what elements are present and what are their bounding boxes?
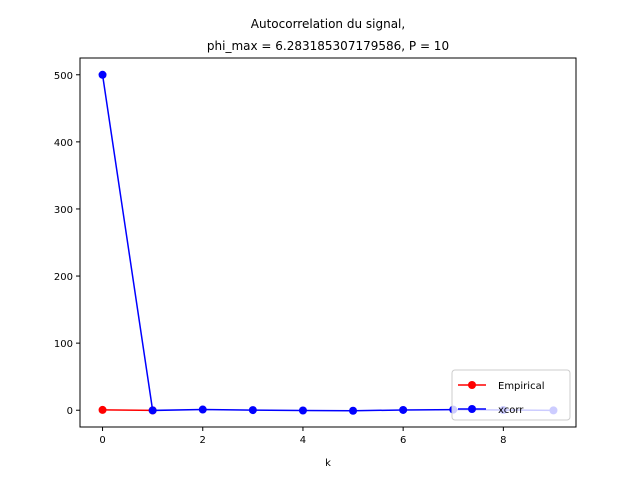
x-tick-label: 0 xyxy=(99,435,105,446)
chart-title-line-2: phi_max = 6.283185307179586, P = 10 xyxy=(207,39,449,53)
data-point-xcorr xyxy=(98,70,107,79)
legend: Empirical xcorr xyxy=(451,369,571,421)
axes-frame xyxy=(79,57,577,428)
legend-marker-empirical xyxy=(468,381,476,389)
data-point-xcorr xyxy=(198,405,207,414)
data-point-xcorr xyxy=(248,406,257,415)
x-tick-label: 8 xyxy=(500,435,506,446)
x-tick-label: 2 xyxy=(200,435,206,446)
legend-label-xcorr: xcorr xyxy=(498,405,524,416)
x-tick-label: 4 xyxy=(300,435,306,446)
chart-title-line-1: Autocorrelation du signal, xyxy=(251,17,405,31)
legend-marker-xcorr xyxy=(468,405,476,413)
legend-box xyxy=(451,369,571,421)
x-axis-label: k xyxy=(325,458,331,469)
y-tick-label: 500 xyxy=(54,71,73,82)
data-point-empirical xyxy=(98,405,107,414)
data-point-xcorr xyxy=(349,406,358,415)
y-tick-label: 200 xyxy=(54,272,73,283)
legend-label-empirical: Empirical xyxy=(498,381,544,392)
series-line-empirical xyxy=(102,409,153,412)
data-point-xcorr xyxy=(148,406,157,415)
y-tick-label: 300 xyxy=(54,205,73,216)
y-tick-label: 0 xyxy=(67,406,73,417)
data-point-xcorr xyxy=(399,405,408,414)
y-tick-label: 100 xyxy=(54,339,73,350)
x-tick-label: 6 xyxy=(400,435,406,446)
data-point-xcorr xyxy=(298,406,307,415)
axis-ticks: 0 2 4 6 8 0 100 200 300 400 500 xyxy=(54,71,507,446)
y-tick-label: 400 xyxy=(54,138,73,149)
